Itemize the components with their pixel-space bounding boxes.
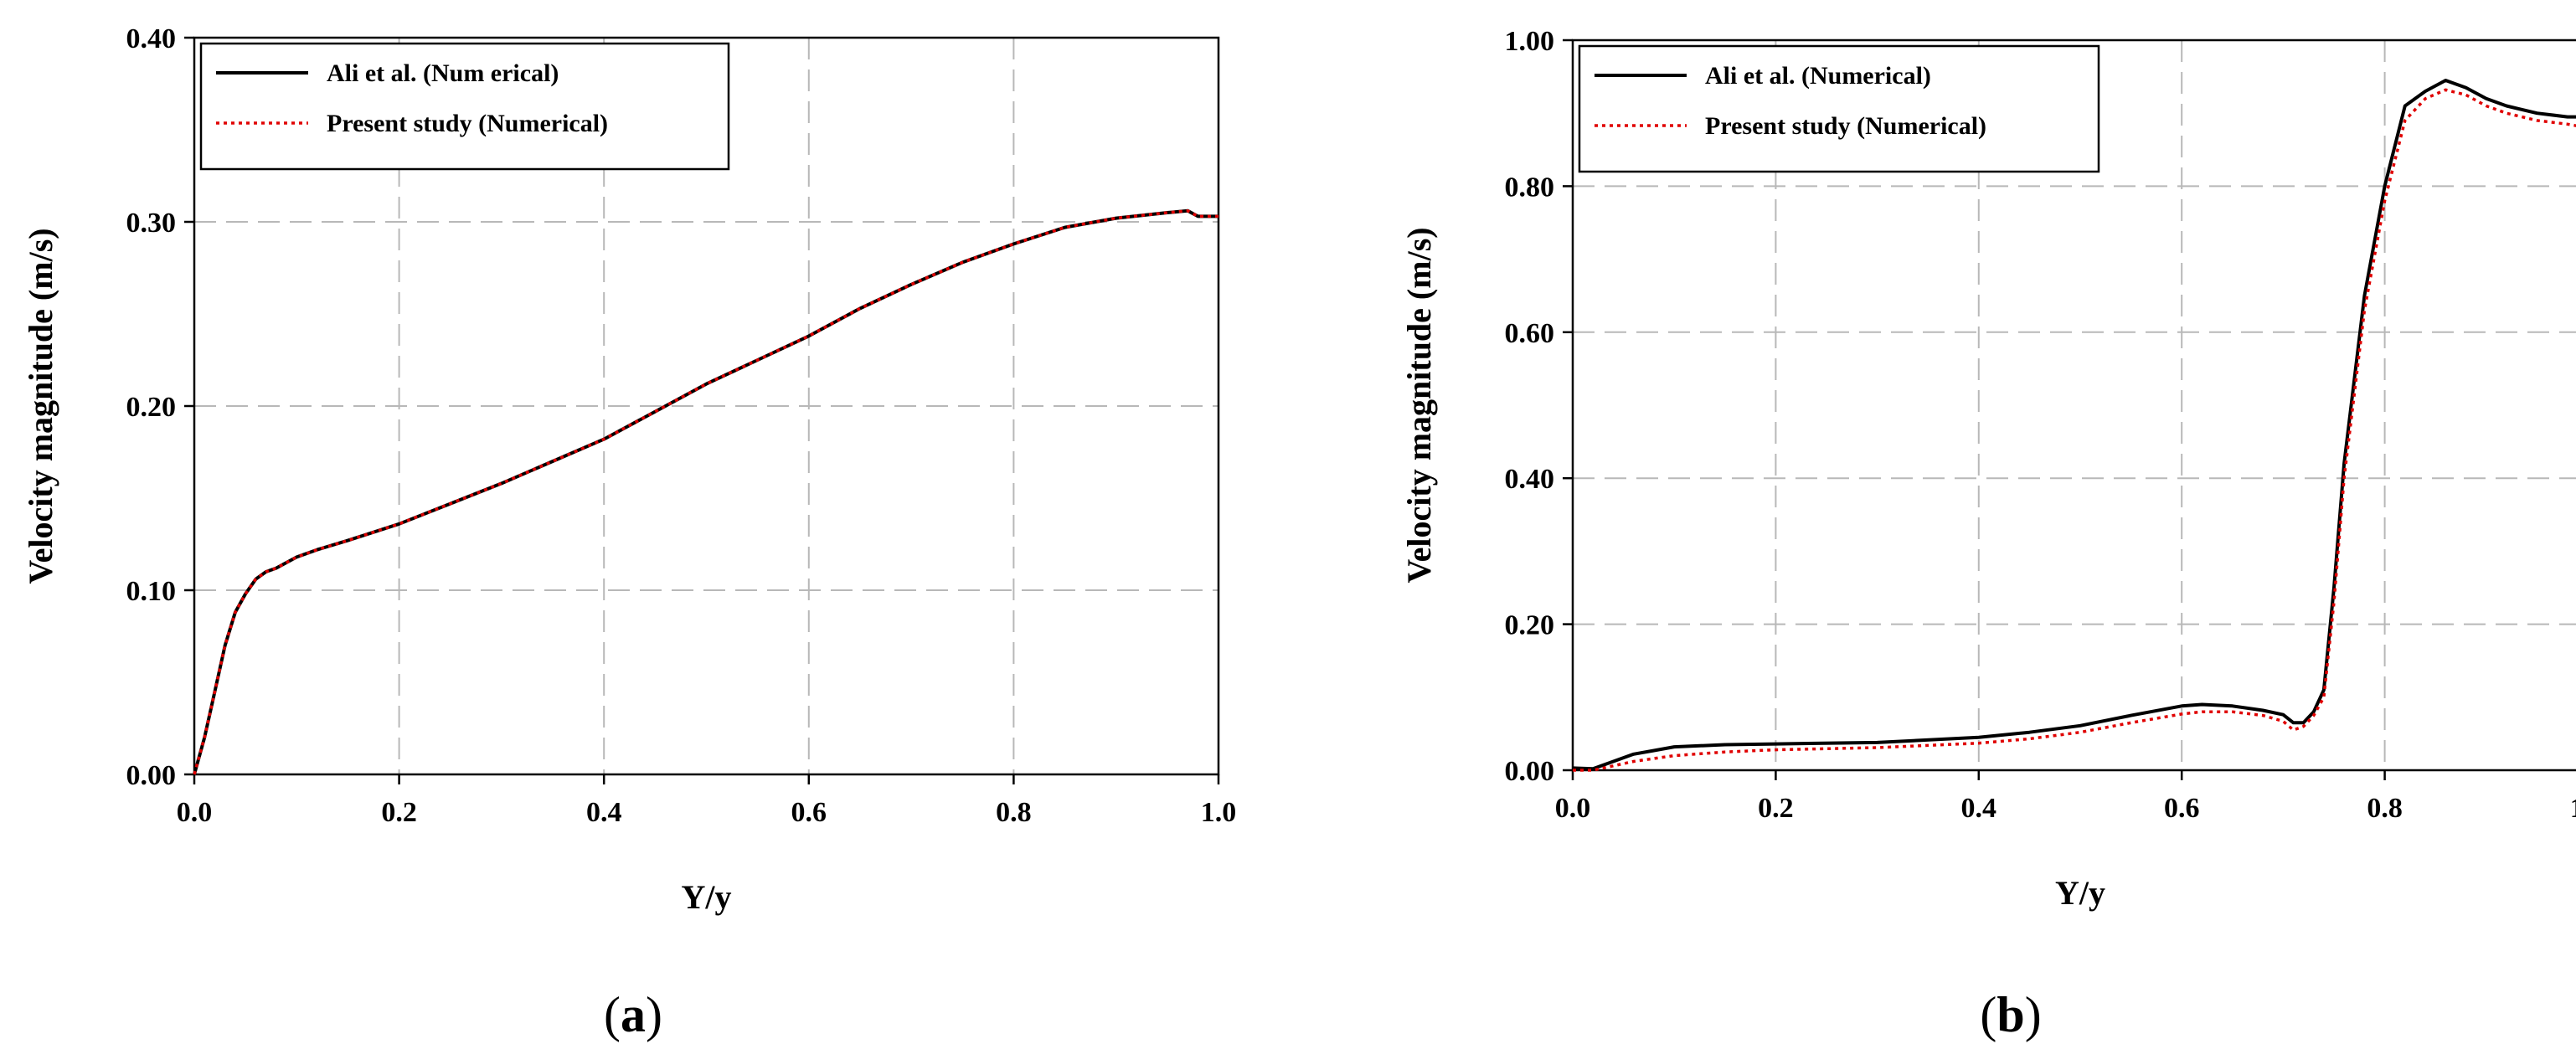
x-tick-label: 1.0 [2570,793,2576,824]
x-axis-label: Y/y [682,878,732,916]
x-tick-label: 0.0 [177,797,213,828]
plot-frame [1571,39,2576,772]
y-tick-label: 0.00 [1505,756,1555,787]
panel-label: (a) [604,987,662,1042]
x-tick-label: 1.0 [1201,797,1237,828]
chart-panel-b: 0.0 0.2 0.4 0.6 0.8 1.0 0.00 0.20 0.40 0.60 0.80 1.… [1400,26,2576,1042]
y-tick-label: 0.40 [126,23,177,54]
y-tick-label: 0.00 [126,760,177,791]
series-line-ali-et-al [193,208,1218,775]
x-tick-label: 0.6 [791,797,827,828]
legend-entry-label: Ali et al. (Numerical) [1705,62,1931,90]
series-line-ali-et-al [1572,79,2576,771]
y-tick-label: 0.40 [1505,464,1555,495]
x-tick-label: 0.8 [2367,793,2403,824]
x-tick-label: 0.2 [381,797,417,828]
x-tick-label: 0.8 [996,797,1032,828]
y-tick-label: 0.60 [1505,318,1555,349]
y-tick-label: 0.20 [126,392,177,423]
y-tick-label: 0.80 [1505,172,1555,203]
y-tick-label: 0.10 [126,576,177,607]
x-tick-label: 0.4 [1961,793,1997,824]
x-tick-label: 0.2 [1758,793,1794,824]
legend-entry-label: Present study (Numerical) [327,110,608,137]
legend-entry-label: Ali et al. (Num erical) [327,59,559,87]
series-line-present-study [193,209,1218,775]
y-axis-label: Velocity magnitude (m/s) [1400,227,1438,583]
y-axis-label: Velocity magnitude (m/s) [22,228,59,584]
panel-label: (b) [1980,987,2041,1042]
legend-box [199,42,730,171]
x-tick-label: 0.0 [1555,793,1591,824]
y-tick-label: 1.00 [1505,26,1555,57]
chart-panel-a: 0.0 0.2 0.4 0.6 0.8 1.0 0.00 0.10 0.20 0.30 0.40 Y/… [22,23,1236,1042]
legend-box [1578,44,2100,173]
x-tick-label: 0.4 [586,797,622,828]
series-line-present-study [1573,88,2576,772]
x-axis-label: Y/y [2055,874,2105,912]
y-tick-label: 0.30 [126,208,177,239]
y-tick-label: 0.20 [1505,610,1555,641]
legend-entry-label: Present study (Numerical) [1705,112,1986,140]
x-tick-label: 0.6 [2164,793,2200,824]
